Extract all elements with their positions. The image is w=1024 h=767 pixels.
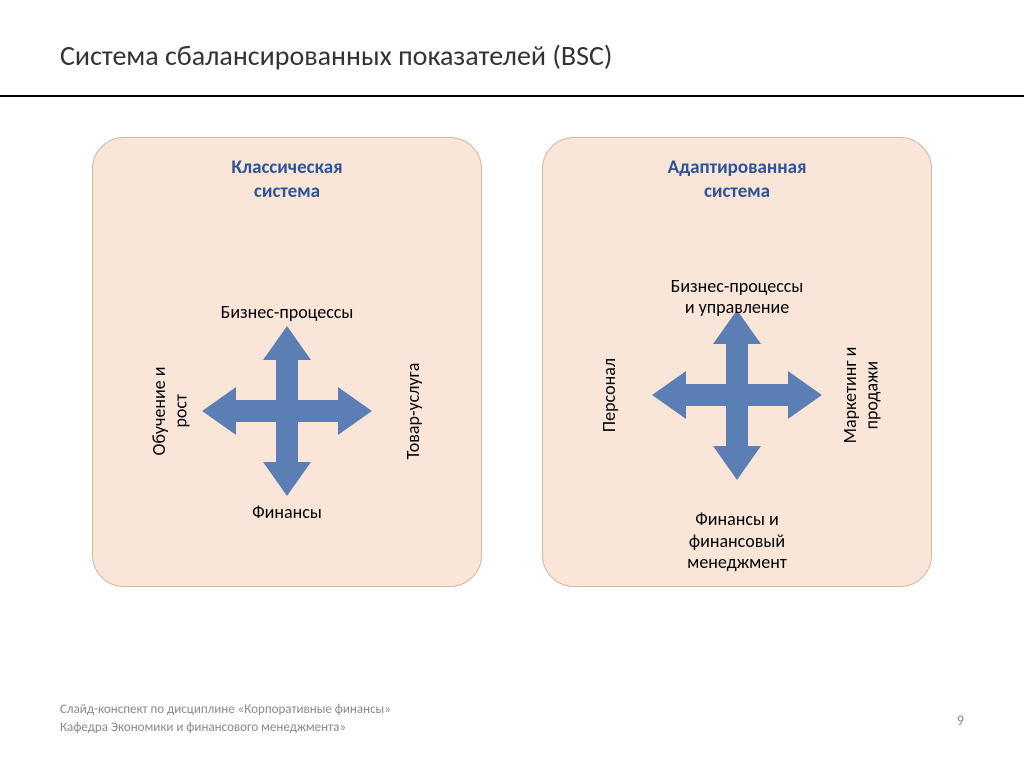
- label-right-bottom: Финансы и финансовый менеджмент: [687, 509, 787, 574]
- footer: Слайд-конспект по дисциплине «Корпоратив…: [60, 701, 391, 737]
- label-left-left: Обучение и рост: [149, 366, 192, 455]
- label-left-bottom: Финансы: [252, 502, 322, 524]
- label-right-right: Маркетинг и продажи: [840, 346, 883, 443]
- panel-left-title: Классическая система: [231, 156, 342, 204]
- panel-left: Классическая система Бизнес-процессы Фин…: [92, 137, 482, 587]
- footer-line-2: Кафедра Экономики и финансового менеджме…: [60, 719, 391, 737]
- cross-arrows-icon: [652, 310, 822, 480]
- page-number: 9: [957, 712, 964, 729]
- label-right-top: Бизнес-процессы и управление: [671, 276, 804, 319]
- cross-arrows-icon: [202, 326, 372, 496]
- content-area: Классическая система Бизнес-процессы Фин…: [0, 97, 1024, 587]
- label-left-right: Товар-услуга: [403, 362, 425, 459]
- diagram-left: Бизнес-процессы Финансы Обучение и рост …: [93, 204, 481, 587]
- diagram-right: Бизнес-процессы и управление Финансы и ф…: [543, 204, 931, 587]
- label-right-left: Персонал: [599, 358, 621, 432]
- label-left-top: Бизнес-процессы: [221, 302, 354, 324]
- footer-line-1: Слайд-конспект по дисциплине «Корпоратив…: [60, 701, 391, 719]
- panel-right: Адаптированная система Бизнес-процессы и…: [542, 137, 932, 587]
- panel-right-title: Адаптированная система: [668, 156, 807, 204]
- slide-title: Система сбалансированных показателей (BS…: [60, 38, 1024, 73]
